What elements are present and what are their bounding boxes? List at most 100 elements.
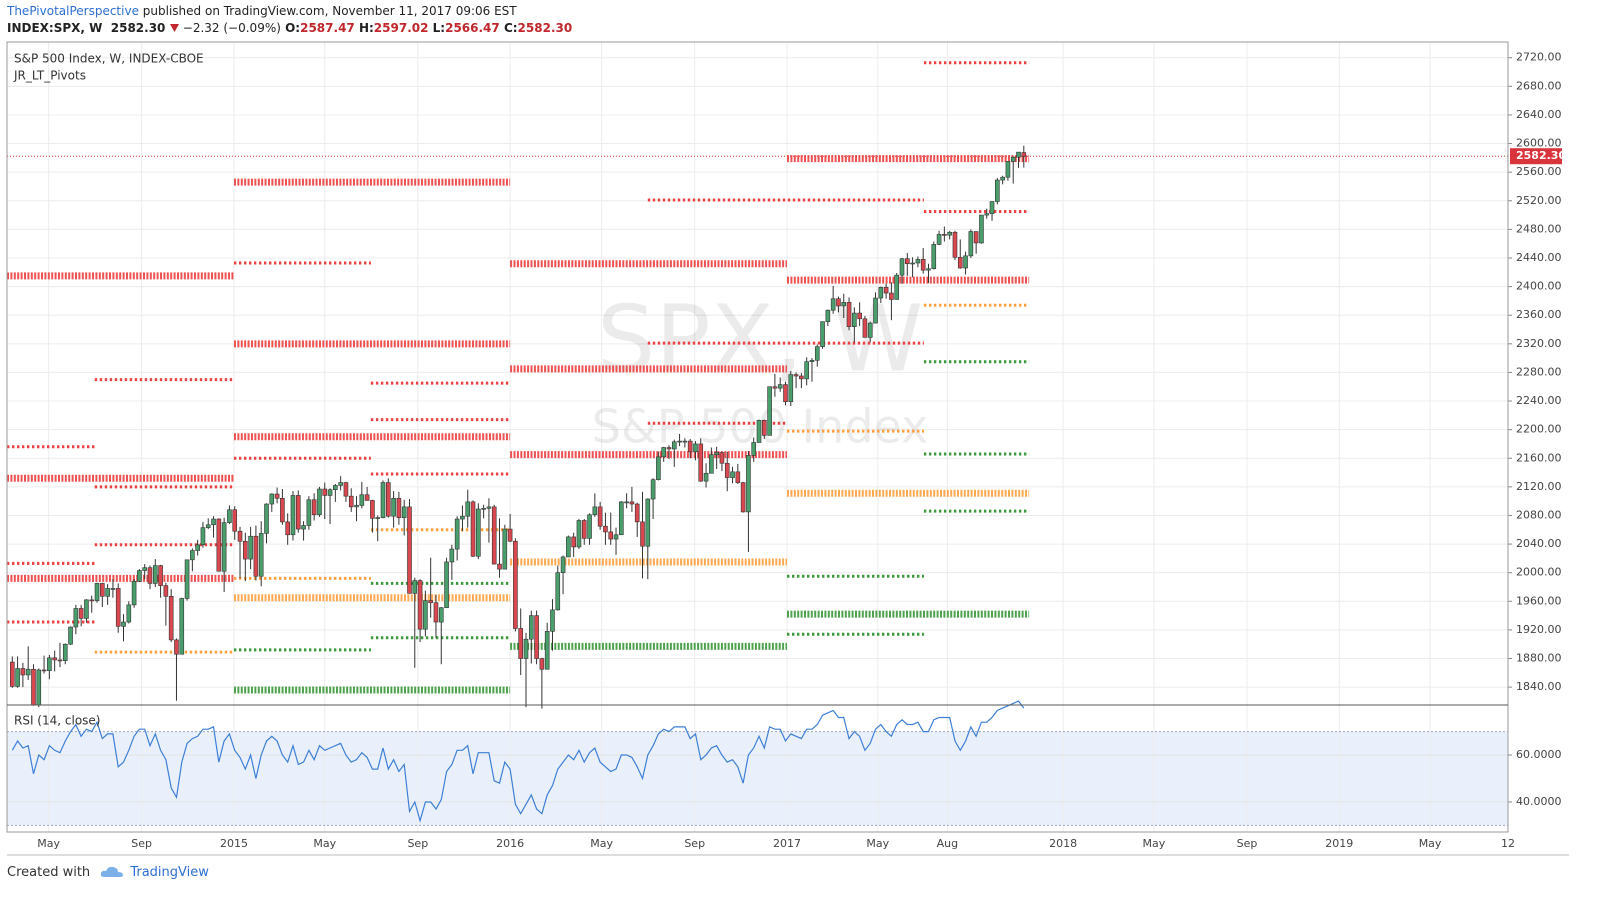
candle-body — [597, 506, 603, 527]
candle-body — [603, 525, 608, 533]
candle-body — [825, 309, 831, 322]
candle-body — [343, 482, 349, 497]
candle-body — [243, 540, 248, 560]
candle-body — [454, 518, 460, 550]
candle-body — [756, 420, 762, 443]
candle-body — [979, 214, 984, 244]
ohlc: O:2587.47 H:2597.02 L:2566.47 C:2582.30 — [281, 21, 572, 35]
candle-body — [481, 508, 486, 510]
candle-body — [836, 298, 841, 307]
y-tick-label: 2120.00 — [1516, 480, 1562, 493]
candle-body — [719, 452, 725, 464]
candle-body — [661, 447, 666, 458]
candle-body — [364, 494, 370, 501]
candle-body — [867, 322, 873, 338]
candle-body — [407, 506, 412, 594]
y-tick-label: 2160.00 — [1516, 451, 1562, 464]
brand[interactable]: TradingView — [130, 865, 209, 880]
publish-line: ThePivotalPerspective published on Tradi… — [7, 4, 517, 18]
y-tick-label: 1960.00 — [1516, 594, 1562, 607]
candle-body — [613, 534, 619, 540]
candle-body — [354, 505, 359, 508]
x-tick-label: Sep — [1237, 837, 1258, 850]
pivot-legend: JR_LT_Pivots — [13, 69, 86, 83]
candle-body — [846, 302, 852, 327]
x-tick-label: 2015 — [220, 837, 248, 850]
candle-body — [677, 440, 682, 443]
author[interactable]: ThePivotalPerspective — [7, 4, 139, 18]
candle-body — [973, 231, 979, 244]
y-tick-label: 2240.00 — [1516, 394, 1562, 407]
candle-body — [804, 361, 809, 380]
candle-body — [947, 231, 952, 236]
created-with: Created with — [7, 865, 91, 880]
candle-body — [746, 455, 751, 513]
candle-body — [264, 503, 269, 534]
candle-body — [1016, 151, 1021, 158]
candle-body — [502, 528, 508, 570]
candle-body — [671, 441, 677, 450]
candle-body — [1021, 152, 1027, 157]
candle-body — [62, 643, 68, 661]
y-tick-label: 2000.00 — [1516, 566, 1562, 579]
candle-body — [709, 454, 714, 474]
watermark-symbol: SPX, W — [597, 285, 923, 392]
candle-body — [571, 536, 576, 548]
candle-body — [433, 602, 439, 623]
candle-body — [518, 628, 523, 659]
candle-body — [904, 258, 910, 265]
ohlc-value: 2587.47 — [300, 21, 355, 35]
candle-body — [576, 520, 582, 548]
candle-body — [280, 498, 285, 523]
candle-body — [608, 531, 614, 540]
candle-body — [105, 588, 110, 597]
candle-body — [491, 506, 497, 565]
candle-body — [301, 525, 306, 530]
candle-body — [94, 583, 100, 601]
candle-body — [147, 567, 153, 584]
candle-body — [25, 668, 31, 676]
candle-body — [624, 501, 629, 504]
candle-body — [1010, 156, 1016, 162]
y-tick-label: 1920.00 — [1516, 623, 1562, 636]
candle-body — [311, 499, 317, 516]
candle-body — [15, 668, 20, 687]
logo — [101, 866, 124, 877]
candle-body — [857, 312, 862, 320]
candle-body — [714, 452, 719, 455]
x-tick-label: Sep — [131, 837, 152, 850]
y-tick-label: 2080.00 — [1516, 508, 1562, 521]
candle-body — [740, 482, 746, 513]
candle-body — [920, 259, 926, 271]
x-tick-label: Aug — [937, 837, 958, 850]
candle-body — [460, 515, 465, 520]
y-tick-label: 2720.00 — [1516, 51, 1562, 64]
rsi-band — [7, 731, 1508, 826]
candle-body — [698, 443, 704, 482]
candle-body — [767, 386, 772, 436]
x-tick-label: 12 — [1501, 837, 1515, 850]
candle-body — [89, 599, 95, 602]
candle-body — [497, 563, 502, 570]
candle-body — [370, 500, 375, 519]
candle-body — [650, 479, 656, 500]
candle-body — [799, 375, 804, 380]
candle-body — [470, 501, 476, 557]
candle-body — [645, 498, 651, 547]
candle-body — [682, 440, 688, 443]
candle-body — [560, 556, 566, 573]
y-tick-label: 1840.00 — [1516, 680, 1562, 693]
y-tick-label: 40.0000 — [1516, 795, 1562, 808]
x-tick-label: 2016 — [496, 837, 524, 850]
y-tick-label: 2520.00 — [1516, 194, 1562, 207]
candle-body — [110, 588, 116, 590]
candle-body — [428, 600, 433, 604]
y-tick-label: 2040.00 — [1516, 537, 1562, 550]
candle-body — [634, 503, 640, 523]
candle-body — [205, 524, 211, 528]
candle-body — [253, 535, 259, 577]
candle-body — [735, 471, 741, 483]
candle-body — [963, 255, 968, 269]
candle-body — [687, 440, 693, 453]
